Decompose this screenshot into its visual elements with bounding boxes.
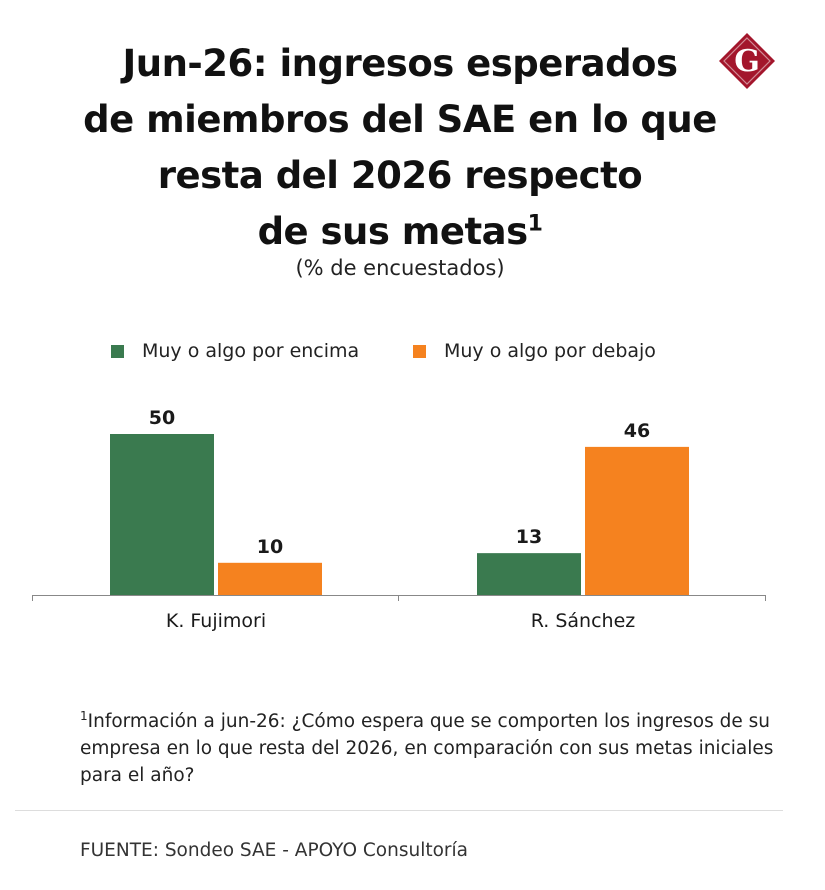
legend-label-encima: Muy o algo por encima [142,340,360,362]
chart-subtitle: (% de encuestados) [295,256,505,280]
footnote-marker: 1 [80,709,88,723]
bar-r-s-nchez-debajo [585,446,689,595]
category-label: R. Sánchez [531,610,636,632]
footnote-text: Información a jun-26: ¿Cómo espera que s… [80,711,774,787]
bar-r-s-nchez-encima [477,553,581,595]
title-line-4: de sus metas1 [60,204,740,260]
footnote: 1Información a jun-26: ¿Cómo espera que … [80,703,780,789]
data-label: 50 [149,407,175,429]
legend-item-debajo: Muy o algo por debajo [413,340,656,362]
data-label: 10 [257,536,283,558]
bar-k-fujimori-debajo [218,562,322,595]
divider [15,810,783,811]
data-label: 46 [624,420,650,442]
bar-chart: 50 10 K. Fujimori 13 46 R. Sánchez [32,407,766,632]
legend-swatch-debajo [413,344,426,358]
gestion-logo-icon: G [719,33,775,89]
chart-title: Jun-26: ingresos esperados de miembros d… [60,36,740,260]
title-line-1: Jun-26: ingresos esperados [122,42,678,85]
title-footnote-marker: 1 [527,211,543,237]
title-line-4-text: de sus metas [257,210,529,253]
legend-item-encima: Muy o algo por encima [111,340,359,362]
title-line-3: resta del 2026 respecto [157,154,643,197]
source-text: FUENTE: Sondeo SAE - APOYO Consultoría [80,840,469,861]
bar-k-fujimori-encima [110,434,214,595]
title-line-2: de miembros del SAE en lo que [83,98,717,141]
legend-swatch-encima [111,344,124,358]
logo-letter: G [734,44,760,79]
data-label: 13 [516,526,542,548]
category-label: K. Fujimori [166,610,266,632]
legend-label-debajo: Muy o algo por debajo [444,340,656,362]
